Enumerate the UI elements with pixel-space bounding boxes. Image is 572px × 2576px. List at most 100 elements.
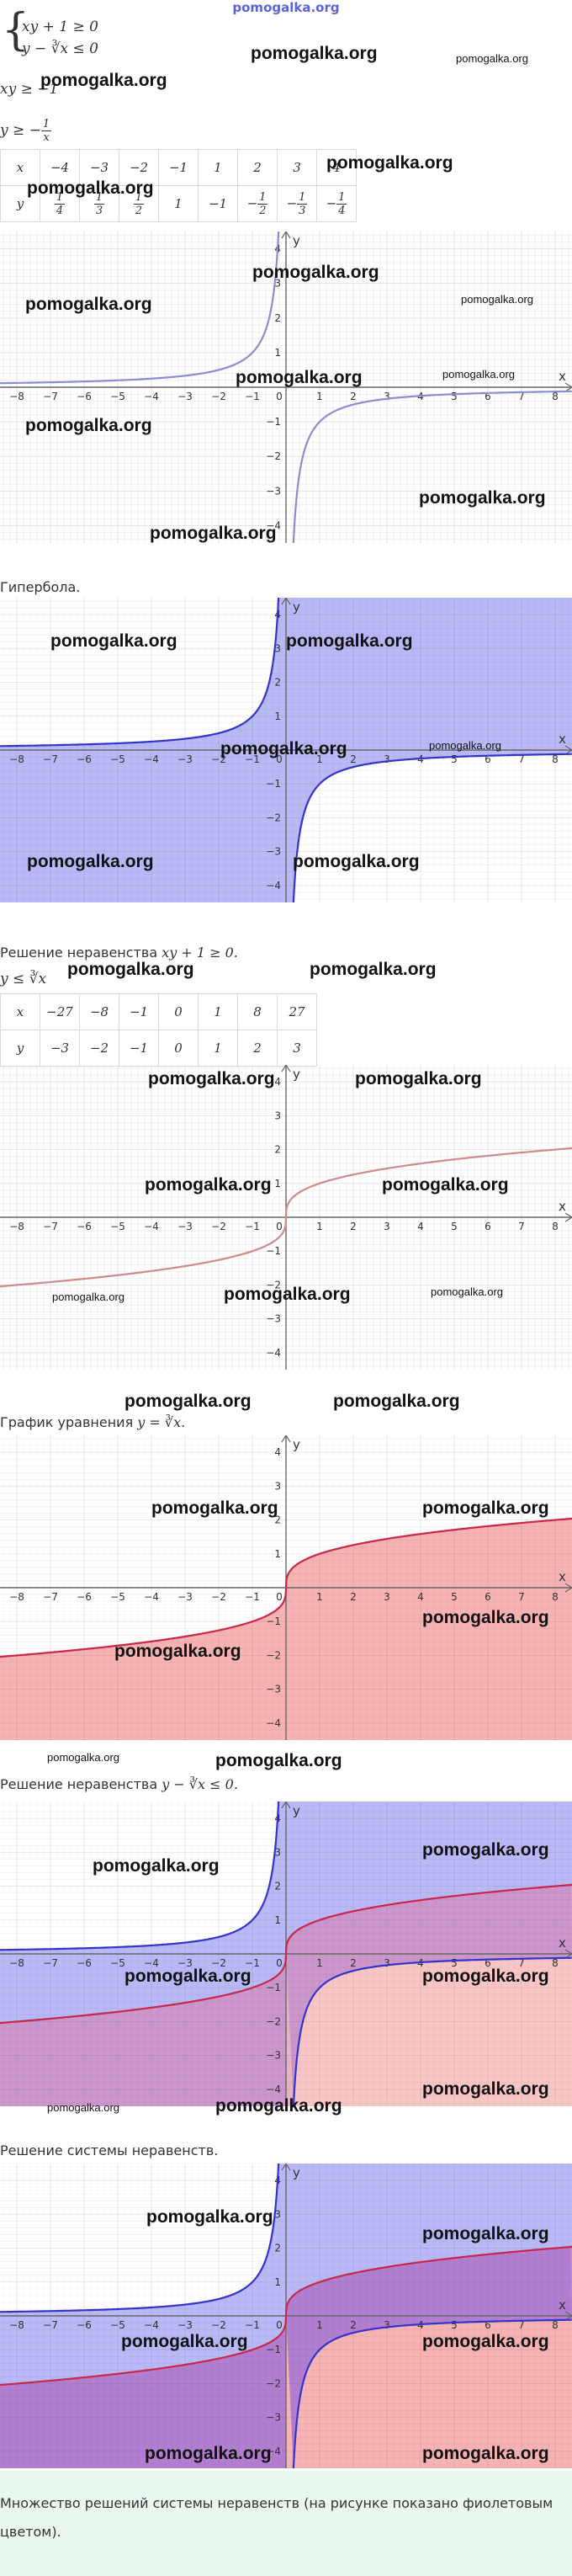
y-tick-label: 4 <box>274 1446 281 1458</box>
x-tick-label: −2 <box>211 1591 226 1603</box>
watermark: pomogalka.org <box>419 488 546 508</box>
x-tick-label: 3 <box>384 1591 390 1603</box>
table-cell: −3 <box>40 1030 80 1067</box>
y-tick-label: 3 <box>274 642 281 654</box>
site-title[interactable]: pomogalka.org <box>232 0 340 15</box>
watermark: pomogalka.org <box>52 1291 124 1303</box>
watermark: pomogalka.org <box>124 1967 252 1986</box>
x-tick-label: 1 <box>316 753 323 765</box>
x-tick-label: −4 <box>144 391 159 402</box>
x-tick-label: −3 <box>177 1957 193 1969</box>
x-tick-label: −8 <box>9 1591 24 1603</box>
x-axis-arrow <box>564 1212 572 1222</box>
table-row-x: x −27 −8 −1 0 1 8 27 <box>0 993 317 1030</box>
values-table-hyperbola: x −4 −3 −2 −1 1 2 3 4 y 1 4 1 3 1 2 1 −1−1 2−1 3−1 4 <box>0 149 357 222</box>
x-tick-label: −1 <box>245 1591 260 1603</box>
x-tick-label: −6 <box>77 753 92 765</box>
y-axis-arrow <box>281 232 291 239</box>
watermark: pomogalka.org <box>333 1392 460 1411</box>
table-cell: y <box>0 185 40 222</box>
watermark: pomogalka.org <box>150 524 277 543</box>
table-cell: x <box>0 993 40 1030</box>
watermark: pomogalka.org <box>224 1285 351 1304</box>
x-tick-label: −2 <box>211 1221 226 1232</box>
x-axis-arrow <box>564 1583 572 1593</box>
watermark: pomogalka.org <box>148 1069 275 1088</box>
y-tick-label: 2 <box>274 1514 281 1526</box>
y-tick-label: −1 <box>266 778 281 790</box>
x-tick-label: 2 <box>350 1591 357 1603</box>
x-tick-label: −1 <box>245 1221 260 1232</box>
y-tick-label: 1 <box>274 1178 281 1190</box>
x-tick-label: −5 <box>110 753 125 765</box>
x-tick-label: −7 <box>43 1591 58 1603</box>
table-cell: 4 <box>316 149 357 186</box>
y-axis-arrow <box>281 1802 291 1809</box>
x-tick-label: −3 <box>177 2319 193 2331</box>
watermark: pomogalka.org <box>47 2101 119 2114</box>
table-cell: 1 <box>158 185 199 222</box>
x-tick-label: 7 <box>518 753 525 765</box>
watermark: pomogalka.org <box>422 1967 549 1986</box>
x-tick-label: 7 <box>518 391 525 402</box>
x-tick-label: 2 <box>350 1957 357 1969</box>
watermark: pomogalka.org <box>25 416 152 435</box>
watermark: pomogalka.org <box>27 178 154 198</box>
watermark: pomogalka.org <box>422 2332 549 2351</box>
system-line-2: y − ∛x ≤ 0 <box>22 40 98 57</box>
watermark: pomogalka.org <box>93 1856 220 1876</box>
y-tick-label: −2 <box>266 812 281 823</box>
x-tick-label: −8 <box>9 2319 24 2331</box>
watermark: pomogalka.org <box>146 2207 273 2227</box>
watermark: pomogalka.org <box>27 852 154 871</box>
x-tick-label: 1 <box>316 2319 323 2331</box>
table-cell: −1 <box>198 185 238 222</box>
y-tick-label: 1 <box>274 2276 281 2288</box>
x-tick-label: −2 <box>211 391 226 402</box>
x-tick-label: −7 <box>43 753 58 765</box>
x-tick-label: 8 <box>552 1221 559 1232</box>
x-tick-label: −2 <box>211 2319 226 2331</box>
y-tick-label: 1 <box>274 347 281 359</box>
x-tick-label: 0 <box>276 1591 283 1603</box>
x-tick-label: 6 <box>485 1221 491 1232</box>
table-cell: 3 <box>277 1030 317 1067</box>
x-tick-label: −2 <box>211 753 226 765</box>
table-cell: −1 <box>158 149 199 186</box>
x-tick-label: −3 <box>177 1591 193 1603</box>
caption-hyperbola: Гипербола. <box>0 579 81 595</box>
x-tick-label: −8 <box>9 753 24 765</box>
fraction-num: 1 <box>40 118 52 131</box>
x-tick-label: −2 <box>211 1957 226 1969</box>
x-tick-label: −7 <box>43 1957 58 1969</box>
hyperbola-branch-left <box>0 2164 280 2313</box>
x-axis-label: x <box>559 1935 566 1951</box>
y-axis-arrow <box>281 1435 291 1443</box>
x-axis-arrow <box>564 2311 572 2321</box>
watermark: pomogalka.org <box>215 2096 342 2116</box>
hyperbola-branch-left <box>0 1802 280 1951</box>
x-tick-label: 6 <box>485 1591 491 1603</box>
table-cell: −1 <box>119 1030 159 1067</box>
x-tick-label: 8 <box>552 753 559 765</box>
watermark: pomogalka.org <box>422 1498 549 1518</box>
watermark: pomogalka.org <box>310 960 437 979</box>
y-tick-label: −3 <box>266 485 281 497</box>
y-tick-label: 3 <box>274 1846 281 1858</box>
x-tick-label: −6 <box>77 1221 92 1232</box>
x-axis-arrow <box>564 382 572 392</box>
cbrt-curve <box>0 1883 572 2025</box>
hyperbola-branch-right <box>292 753 572 902</box>
table-cell: −27 <box>40 993 80 1030</box>
y-tick-label: −3 <box>266 1684 281 1695</box>
x-tick-label: 2 <box>350 2319 357 2331</box>
y-tick-label: −4 <box>266 1347 281 1359</box>
x-tick-label: 1 <box>316 391 323 402</box>
step-y-cbrt: y ≤ ∛x <box>0 971 47 987</box>
watermark: pomogalka.org <box>220 739 347 758</box>
x-tick-label: −4 <box>144 1591 159 1603</box>
x-tick-label: 5 <box>451 1957 458 1969</box>
watermark: pomogalka.org <box>422 2224 549 2243</box>
table-cell: 3 <box>277 149 317 186</box>
